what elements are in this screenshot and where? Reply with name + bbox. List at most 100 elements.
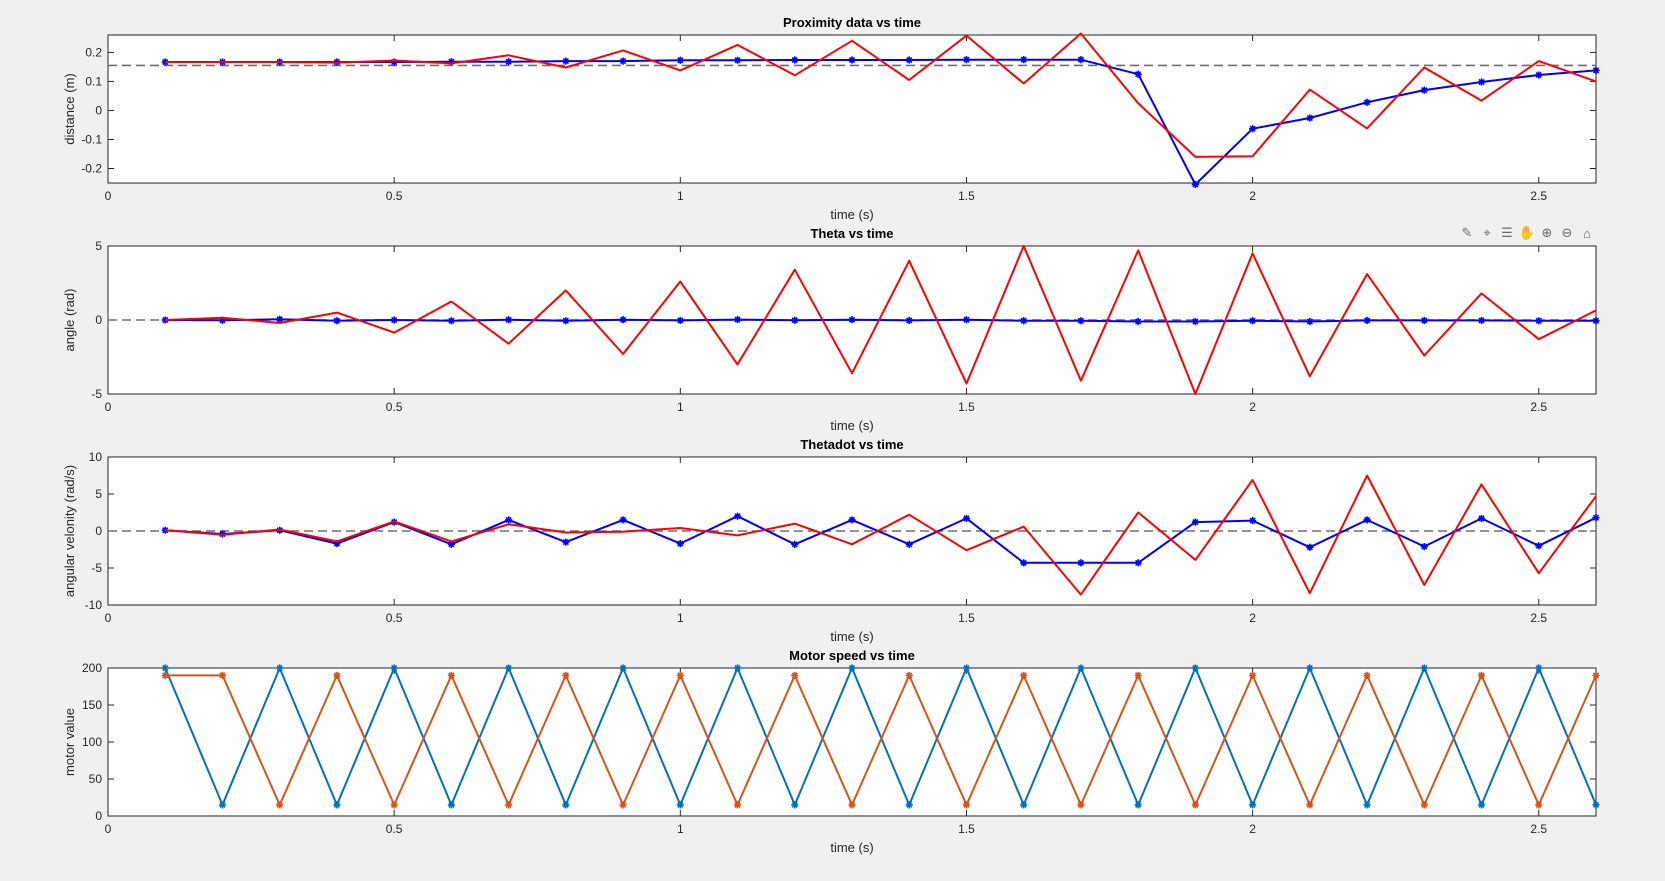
motor-blue-point <box>1306 664 1314 672</box>
pan-icon[interactable]: ✋ <box>1518 225 1536 240</box>
proximity-xlabel: time (s) <box>830 207 873 222</box>
motor-blue-point <box>1477 801 1486 809</box>
thetadot-blue-point <box>962 514 971 523</box>
distance-blue-point <box>905 56 913 64</box>
zoom-out-icon[interactable]: ⊖ <box>1561 225 1573 240</box>
motor-title: Motor speed vs time <box>789 648 915 663</box>
motor-ylabel: motor value <box>62 708 77 776</box>
theta-xtick-label: 0.5 <box>386 400 403 414</box>
theta-blue-point <box>1077 317 1085 325</box>
thetadot-blue-point <box>1592 514 1600 522</box>
thetadot-xlabel: time (s) <box>830 629 873 644</box>
motor-orange-point <box>1592 671 1600 679</box>
brush-icon[interactable]: ✎ <box>1461 225 1473 240</box>
motor-xtick-label: 2.5 <box>1530 822 1547 836</box>
thetadot-blue-point <box>1306 543 1314 551</box>
proximity-plot <box>108 32 1600 189</box>
motor-orange-point <box>161 671 169 679</box>
theta-xtick-label: 0 <box>105 400 112 414</box>
thetadot-ytick-label: 0 <box>95 524 102 538</box>
motor-blue-point <box>1592 801 1600 809</box>
datatip-icon[interactable]: ⌖ <box>1483 225 1491 240</box>
motor-xtick-label: 0.5 <box>386 822 403 836</box>
thetadot-xtick-label: 0 <box>105 611 112 625</box>
distance-blue-point <box>1420 86 1428 94</box>
thetadot-axes[interactable]: 0 0.5 1 1.5 2 2.5 -10 -5 0 5 10 Thetadot vs time tim… <box>62 437 1600 644</box>
motor-orange-point <box>905 671 913 679</box>
motor-blue-point <box>447 801 455 809</box>
thetadot-ytick-label: 5 <box>95 487 102 501</box>
theta-blue-point <box>791 316 799 324</box>
proximity-xtick-label: 0 <box>105 189 112 203</box>
theta-blue-point <box>390 316 398 324</box>
proximity-xtick-label: 1.5 <box>958 189 975 203</box>
theta-blue-point <box>1306 317 1314 326</box>
thetadot-ytick-label: -10 <box>85 598 103 612</box>
motor-orange-point <box>848 801 856 809</box>
distance-blue-point <box>1020 56 1028 64</box>
motor-orange-point <box>218 671 227 679</box>
motor-xtick-label: 1 <box>677 822 684 836</box>
motor-xtick-label: 1.5 <box>958 822 975 836</box>
thetadot-blue-point <box>1363 516 1371 524</box>
thetadot-blue-point <box>1535 542 1543 550</box>
motor-ytick-label: 100 <box>82 735 102 749</box>
motor-blue-point <box>333 801 341 809</box>
theta-xtick-label: 2 <box>1249 400 1256 414</box>
axes-toolbar: ✎ ⌖ ☰ ✋ ⊕ ⊖ ⌂ <box>1458 224 1596 242</box>
distance-blue-point <box>676 56 684 64</box>
proximity-ytick-label: 0.1 <box>85 74 102 88</box>
theta-ytick-label: -5 <box>91 387 102 401</box>
motor-axes[interactable]: 0 0.5 1 1.5 2 2.5 0 50 100 150 200 Motor speed vs t… <box>62 648 1600 855</box>
motor-blue-point <box>1363 801 1371 809</box>
motor-blue-line <box>164 667 1597 806</box>
proximity-xtick-label: 0.5 <box>386 189 403 203</box>
motor-plot-area[interactable] <box>107 667 1597 817</box>
motor-blue-point <box>161 664 169 672</box>
motor-orange-point <box>1134 671 1142 679</box>
motor-orange-point <box>619 801 627 809</box>
motor-orange-point <box>1191 801 1199 809</box>
zoom-in-icon[interactable]: ⊕ <box>1541 225 1553 240</box>
home-icon[interactable]: ⌂ <box>1583 225 1591 241</box>
distance-blue-point <box>390 58 398 66</box>
theta-blue-point <box>619 316 627 324</box>
motor-blue-point <box>562 801 570 809</box>
thetadot-blue-point <box>505 516 513 524</box>
motor-blue-point <box>848 664 856 672</box>
thetadot-blue-point <box>905 540 913 548</box>
motor-blue-point <box>1191 664 1199 672</box>
proximity-axes[interactable]: 0 0.5 1 1.5 2 2.5 -0.2 -0.1 0 0.1 0.2 Proximity dat… <box>62 15 1600 222</box>
thetadot-blue-line <box>165 515 1597 564</box>
theta-blue-point <box>1592 317 1600 325</box>
distance-blue-point <box>733 56 742 64</box>
thetadot-blue-point <box>1020 559 1028 567</box>
distance-blue-point <box>562 57 570 65</box>
distance-blue-point <box>1306 114 1314 122</box>
distance-red-line <box>165 32 1597 158</box>
theta-blue-point <box>676 316 684 325</box>
theta-blue-point <box>905 316 913 325</box>
distance-blue-point <box>791 56 799 64</box>
motor-blue-point <box>1077 664 1085 672</box>
thetadot-blue-point <box>1134 559 1142 567</box>
proximity-ylabel: distance (m) <box>62 73 77 145</box>
theta-blue-point <box>1020 317 1028 325</box>
thetadot-plot <box>108 474 1600 596</box>
proximity-title: Proximity data vs time <box>783 15 921 30</box>
proximity-xtick-label: 1 <box>677 189 684 203</box>
motor-blue-point <box>1249 801 1257 809</box>
motor-orange-point <box>1249 671 1257 679</box>
theta-blue-point <box>1420 316 1428 325</box>
thetadot-ylabel: angular velonity (rad/s) <box>62 465 77 597</box>
motor-ytick-label: 150 <box>82 698 102 712</box>
distance-blue-point <box>1535 71 1543 79</box>
motor-blue-point <box>791 801 799 809</box>
theta-blue-point <box>447 317 455 325</box>
legend-icon[interactable]: ☰ <box>1501 225 1513 240</box>
proximity-xtick-label: 2 <box>1249 189 1256 203</box>
motor-blue-point <box>276 664 284 672</box>
theta-blue-point <box>562 317 570 325</box>
proximity-ytick-label: 0.2 <box>85 45 102 59</box>
